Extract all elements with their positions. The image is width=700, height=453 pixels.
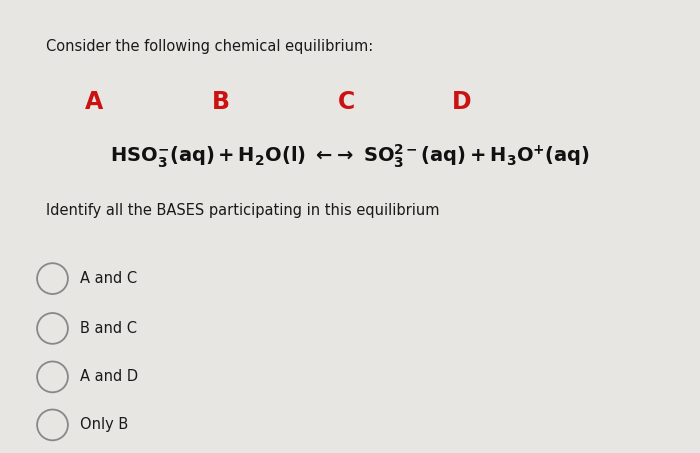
Text: B: B (211, 90, 230, 114)
Text: A: A (85, 90, 104, 114)
Text: D: D (452, 90, 472, 114)
Text: Identify all the BASES participating in this equilibrium: Identify all the BASES participating in … (46, 203, 439, 218)
Text: C: C (338, 90, 355, 114)
Text: $\mathbf{HSO_3^{-}(aq) + H_2O(l)\ \leftarrow\!\rightarrow\ SO_3^{2-}(aq) + H_3O^: $\mathbf{HSO_3^{-}(aq) + H_2O(l)\ \lefta… (110, 143, 590, 170)
Text: A and C: A and C (80, 271, 138, 286)
Text: Consider the following chemical equilibrium:: Consider the following chemical equilibr… (46, 39, 372, 53)
Text: Only B: Only B (80, 417, 129, 433)
Text: B and C: B and C (80, 321, 137, 336)
Text: A and D: A and D (80, 369, 139, 385)
